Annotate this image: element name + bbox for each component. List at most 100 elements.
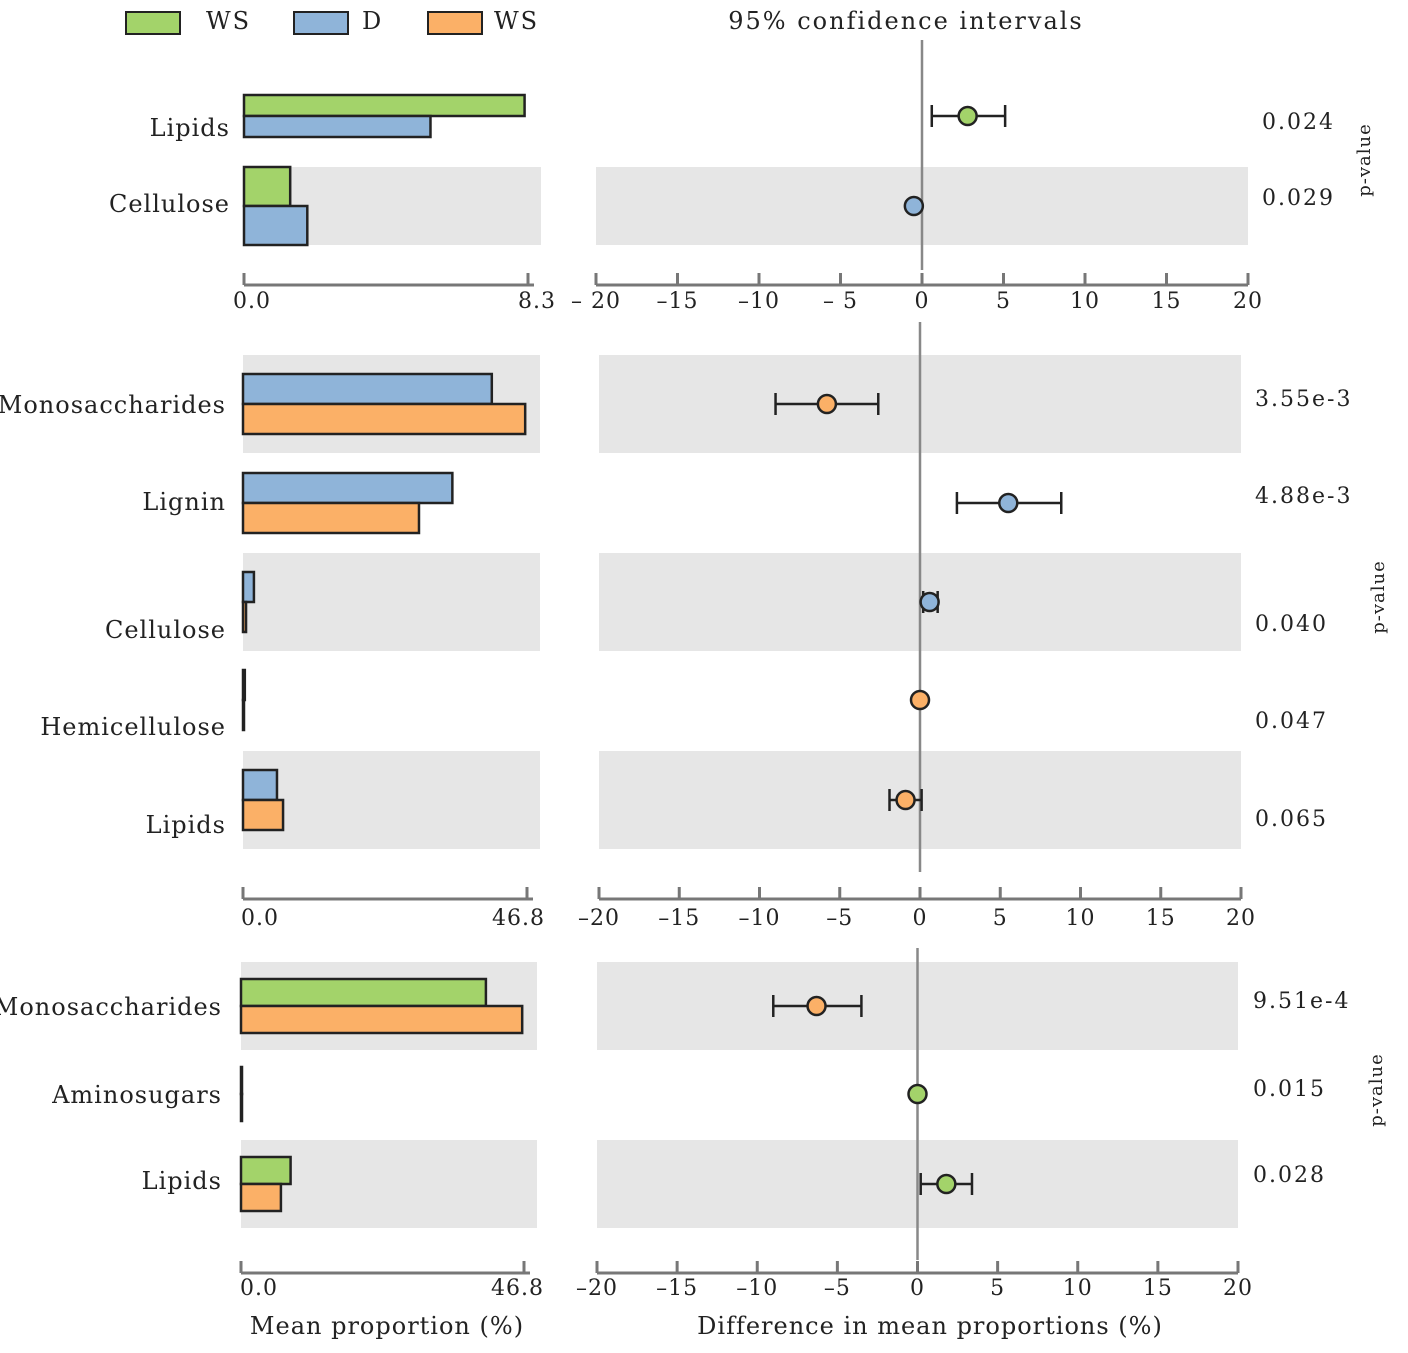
p-value-axis-label: p-value [1366,1053,1387,1127]
category-label: Cellulose [109,190,230,218]
bar [239,1155,292,1186]
tick-label: 10 [1070,289,1100,314]
tick-label: 0.0 [233,289,271,314]
bar [241,402,527,436]
tick-label: 8.3 [518,289,556,314]
tick-label: –10 [738,289,780,314]
bar [241,372,494,406]
bar [241,600,248,634]
bar [239,1092,244,1123]
bar [239,1182,283,1213]
p-value: 0.024 [1262,110,1335,135]
tick-label: –15 [656,1276,698,1301]
legend-label-ws-orange: WS [494,7,539,35]
bar [241,798,285,832]
tick-label: 5 [990,1276,1005,1301]
difference-point [909,689,931,711]
tick-label: 5 [993,906,1008,931]
tick-label: 15 [1143,1276,1173,1301]
p-value: 0.065 [1255,807,1328,832]
tick-label: –15 [658,906,700,931]
p-value: 0.028 [1253,1163,1326,1188]
tick-label: 46.8 [492,906,545,931]
tick-label: –15 [657,289,699,314]
p-value-axis-label: p-value [1368,560,1389,634]
difference-point [957,105,978,127]
bar [241,768,279,802]
tick-label: 10 [1066,906,1096,931]
tick-label: – 5 [823,289,858,314]
difference-point [816,393,838,415]
tick-label: 20 [1233,289,1263,314]
difference-point [998,492,1019,514]
bar [241,698,246,732]
tick-label: 0.0 [240,1276,278,1301]
row-band-left [243,553,540,651]
difference-point [806,995,827,1017]
bar [239,977,488,1008]
category-label: Monosaccharides [0,993,222,1021]
difference-point [936,1173,957,1195]
category-label: Lignin [142,488,226,516]
category-label: Lipids [146,811,226,839]
x-axis-title-difference: Difference in mean proportions (%) [697,1312,1163,1340]
p-value-axis-label: p-value [1354,123,1375,197]
difference-point [895,789,916,811]
tick-label: 20 [1223,1276,1253,1301]
panel-1: Lipids Cellulose 0.024 0.029 p-value 0.0 8.3 – … [109,40,1375,314]
legend: WS D WS [125,7,539,35]
tick-label: 10 [1063,1276,1093,1301]
category-label: Hemicellulose [40,713,226,741]
difference-point [903,195,925,217]
bar [242,204,309,247]
legend-label-d-blue: D [362,7,383,35]
p-value: 0.015 [1253,1077,1326,1102]
p-value: 0.040 [1255,612,1328,637]
tick-label: 5 [996,289,1011,314]
p-value: 3.55e-3 [1255,387,1352,412]
x-axis-title-mean-proportion: Mean proportion (%) [250,1312,524,1340]
panel-2: Monosaccharides Lignin Cellulose Hemicellul… [0,322,1389,931]
bar [241,668,247,702]
legend-swatch-d-blue [293,11,349,35]
category-label: Monosaccharides [0,391,226,419]
bar [239,1065,244,1096]
legend-label-ws-green: WS [206,7,251,35]
p-value: 0.047 [1255,709,1328,734]
tick-label: –5 [826,906,853,931]
tick-label: 15 [1152,289,1182,314]
bar [242,165,292,208]
row-band-left [243,751,540,849]
bar [242,93,526,118]
legend-swatch-ws-green [125,11,181,35]
difference-point [907,1083,928,1105]
bar [242,114,432,139]
difference-point [919,591,940,613]
tick-label: 46.8 [491,1276,544,1301]
panels: Lipids Cellulose 0.024 0.029 p-value 0.0 8.3 – … [0,40,1389,1301]
tick-label: 0 [910,1276,925,1301]
tick-label: –20 [578,906,620,931]
bar [241,471,454,505]
tick-label: –5 [824,1276,851,1301]
legend-swatch-ws-orange [427,11,483,35]
confidence-interval-header: 95% confidence intervals [728,7,1084,35]
tick-label: –10 [736,1276,778,1301]
bar [241,570,256,604]
p-value: 9.51e-4 [1253,989,1350,1014]
tick-label: 0 [913,906,928,931]
p-value: 0.029 [1262,186,1335,211]
p-value: 4.88e-3 [1255,484,1352,509]
tick-label: 0.0 [241,906,279,931]
tick-label: –20 [576,1276,618,1301]
tick-label: 0 [915,289,930,314]
bar [241,501,421,535]
tick-label: – 20 [571,289,621,314]
tick-label: 15 [1146,906,1176,931]
category-label: Lipids [142,1167,222,1195]
tick-label: –10 [739,906,781,931]
category-label: Lipids [150,114,230,142]
tick-label: 20 [1226,906,1256,931]
bar [239,1004,524,1035]
